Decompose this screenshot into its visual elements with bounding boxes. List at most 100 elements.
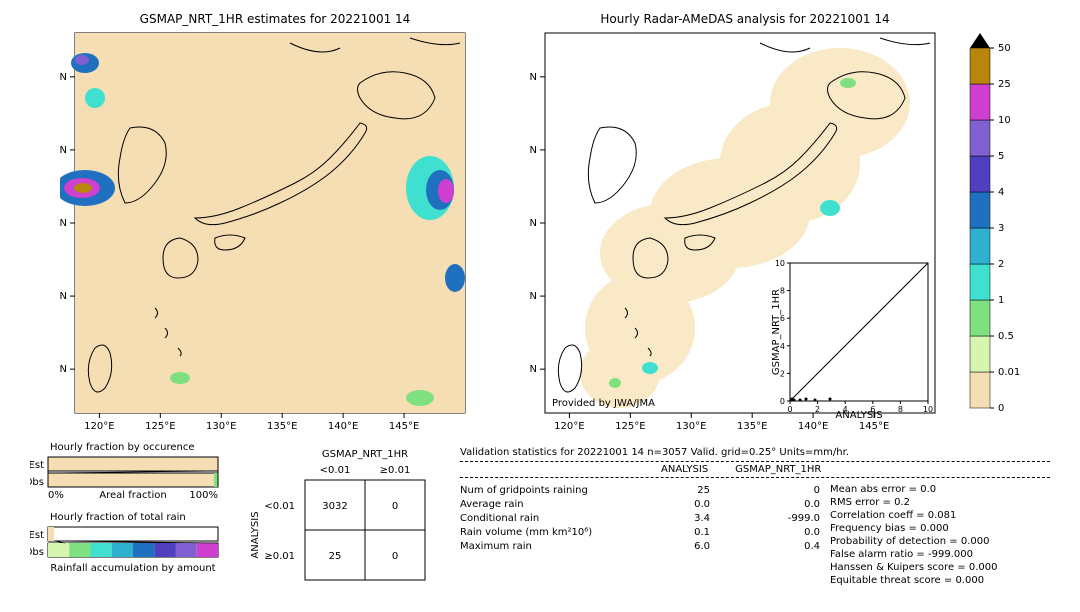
svg-text:125°E: 125°E <box>145 421 175 432</box>
stat-val: 0.000 <box>961 536 990 547</box>
colorbar: 00.010.512345102550 <box>965 28 1065 428</box>
svg-text:0.5: 0.5 <box>998 331 1014 342</box>
svg-text:<0.01: <0.01 <box>320 465 351 476</box>
totalrain-title: Hourly fraction of total rain <box>50 512 186 523</box>
svg-text:Rainfall accumulation by amoun: Rainfall accumulation by amount <box>50 563 215 574</box>
stats-key: Num of gridpoints raining <box>460 485 640 496</box>
svg-text:6: 6 <box>780 314 785 323</box>
svg-text:3032: 3032 <box>322 501 347 512</box>
title-left: GSMAP_NRT_1HR estimates for 20221001 14 <box>75 12 475 26</box>
svg-text:GSMAP_NRT_1HR: GSMAP_NRT_1HR <box>322 449 408 460</box>
provider-label: Provided by JWA/JMA <box>552 398 655 409</box>
inset-ylabel: GSMAP_NRT_1HR <box>771 289 782 375</box>
svg-text:40°N: 40°N <box>530 145 537 156</box>
svg-text:120°E: 120°E <box>554 421 584 432</box>
totalrain-bars: Est Obs Rainfall accumulation by amount <box>30 525 230 575</box>
svg-text:10: 10 <box>775 259 785 268</box>
svg-text:5: 5 <box>998 151 1004 162</box>
stat-key: Equitable threat score = <box>830 575 952 586</box>
svg-text:0: 0 <box>787 405 792 414</box>
svg-text:0.01: 0.01 <box>998 367 1020 378</box>
svg-text:≥0.01: ≥0.01 <box>264 551 295 562</box>
stat-val: -999.000 <box>928 549 973 560</box>
stat-val: 0.000 <box>969 562 998 573</box>
svg-text:1: 1 <box>998 295 1004 306</box>
svg-text:135°E: 135°E <box>267 421 297 432</box>
svg-text:8: 8 <box>780 287 785 296</box>
svg-text:45°N: 45°N <box>60 72 67 83</box>
svg-text:0: 0 <box>392 551 398 562</box>
contingency-table: GSMAP_NRT_1HR <0.01 ≥0.01 ANALYSIS <0.01… <box>250 445 435 595</box>
svg-text:145°E: 145°E <box>859 421 889 432</box>
svg-text:100%: 100% <box>189 490 218 500</box>
svg-text:6: 6 <box>870 405 875 414</box>
svg-text:<0.01: <0.01 <box>264 501 295 512</box>
stats-val-gsmap: 0.0 <box>710 499 820 510</box>
stat-key: Mean abs error = <box>830 484 917 495</box>
stat-key: Frequency bias = <box>830 523 917 534</box>
svg-text:10: 10 <box>923 405 933 414</box>
svg-text:30°N: 30°N <box>60 291 67 302</box>
stats-val-gsmap: 0 <box>710 485 820 496</box>
svg-text:0: 0 <box>998 403 1004 414</box>
svg-text:ANALYSIS: ANALYSIS <box>250 511 261 558</box>
stat-val: 0.0 <box>920 484 936 495</box>
stat-val: 0.2 <box>894 497 910 508</box>
svg-text:120°E: 120°E <box>84 421 114 432</box>
svg-text:25°N: 25°N <box>530 364 537 375</box>
svg-text:4: 4 <box>843 405 848 414</box>
svg-text:125°E: 125°E <box>615 421 645 432</box>
svg-text:130°E: 130°E <box>676 421 706 432</box>
stats-val-analysis: 6.0 <box>640 541 710 552</box>
svg-text:25°N: 25°N <box>60 364 67 375</box>
svg-text:10: 10 <box>998 115 1011 126</box>
svg-text:25: 25 <box>998 79 1011 90</box>
stats-key: Conditional rain <box>460 513 640 524</box>
svg-text:Est: Est <box>30 460 44 471</box>
svg-text:4: 4 <box>780 342 785 351</box>
svg-text:3: 3 <box>998 223 1004 234</box>
inset-scatter: ANALYSIS GSMAP_NRT_1HR 00224466881010 <box>771 259 933 421</box>
title-right: Hourly Radar-AMeDAS analysis for 2022100… <box>545 12 945 26</box>
stat-key: Probability of detection = <box>830 536 958 547</box>
svg-text:0: 0 <box>392 501 398 512</box>
svg-text:2: 2 <box>815 405 820 414</box>
stat-val: 0.000 <box>920 523 949 534</box>
stats-val-gsmap: -999.0 <box>710 513 820 524</box>
svg-text:30°N: 30°N <box>530 291 537 302</box>
svg-text:50: 50 <box>998 43 1011 54</box>
svg-text:145°E: 145°E <box>389 421 419 432</box>
svg-text:2: 2 <box>780 369 785 378</box>
svg-text:Est: Est <box>30 530 44 541</box>
occurence-title: Hourly fraction by occurence <box>50 442 194 453</box>
stat-key: Correlation coeff = <box>830 510 925 521</box>
stats-val-analysis: 0.1 <box>640 527 710 538</box>
stats-val-analysis: 0.0 <box>640 499 710 510</box>
svg-text:0%: 0% <box>48 490 64 500</box>
stat-key: RMS error = <box>830 497 891 508</box>
svg-text:35°N: 35°N <box>60 218 67 229</box>
stats-val-analysis: 25 <box>640 485 710 496</box>
svg-text:45°N: 45°N <box>530 72 537 83</box>
stats-key: Average rain <box>460 499 640 510</box>
svg-text:140°E: 140°E <box>328 421 358 432</box>
svg-text:Areal fraction: Areal fraction <box>99 490 166 500</box>
svg-text:0: 0 <box>780 397 785 406</box>
figure: GSMAP_NRT_1HR estimates for 20221001 14 <box>0 0 1080 612</box>
svg-text:135°E: 135°E <box>737 421 767 432</box>
svg-text:8: 8 <box>898 405 903 414</box>
stat-val: 0.081 <box>928 510 957 521</box>
svg-text:Obs: Obs <box>30 477 44 488</box>
svg-text:25: 25 <box>329 551 342 562</box>
svg-text:130°E: 130°E <box>206 421 236 432</box>
stat-key: False alarm ratio = <box>830 549 925 560</box>
stats-title: Validation statistics for 20221001 14 n=… <box>460 447 1050 458</box>
stats-val-gsmap: 0.0 <box>710 527 820 538</box>
svg-text:4: 4 <box>998 187 1004 198</box>
stats-block: Validation statistics for 20221001 14 n=… <box>460 447 1050 586</box>
stats-key: Maximum rain <box>460 541 640 552</box>
map-left: 120°E 125°E 130°E 135°E 140°E 145°E 25°N 30°N 35… <box>60 28 480 443</box>
occurence-bars: Est Obs 0% Areal fraction 100% <box>30 455 230 500</box>
stats-val-gsmap: 0.4 <box>710 541 820 552</box>
svg-text:35°N: 35°N <box>530 218 537 229</box>
